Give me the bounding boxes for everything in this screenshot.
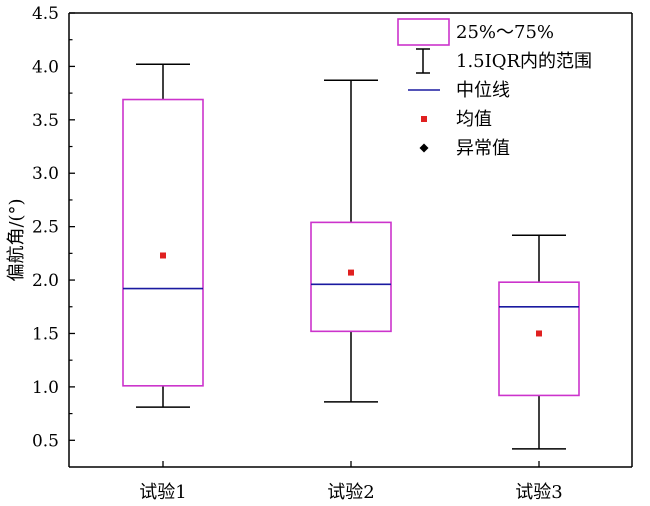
y-tick-label: 2.0: [32, 271, 59, 291]
legend-label: 25%～75%: [456, 22, 554, 43]
legend-item-whisker: 1.5IQR内的范围: [416, 48, 592, 74]
legend-box-swatch: [397, 18, 450, 46]
y-tick-label: 3.5: [32, 111, 59, 131]
legend-item-outlier: 异常值: [419, 138, 510, 159]
legend-item-box: 25%～75%: [397, 18, 554, 46]
y-tick-label: 1.0: [32, 378, 59, 398]
legend-item-mean: 均值: [421, 109, 492, 130]
y-tick-label: 4.5: [32, 4, 59, 24]
y-tick-label: 3.0: [32, 164, 59, 184]
x-tick-label: 试验1: [139, 482, 186, 503]
mean-marker: [536, 330, 542, 337]
iqr-box: [498, 281, 580, 397]
legend-label: 1.5IQR内的范围: [456, 51, 592, 72]
mean-marker: [348, 269, 354, 276]
axes-layer: 0.5 1.0 1.5 2.0 2.5 3.0 3.5 4.0 4.5 试验1 试验2 试验3: [32, 4, 633, 503]
mean-marker: [160, 252, 166, 259]
legend-label: 均值: [456, 109, 492, 130]
legend-mean-swatch: [421, 116, 427, 122]
y-tick-label: 0.5: [32, 431, 59, 451]
y-tick-label: 4.0: [32, 57, 59, 77]
box-plot-1: [122, 63, 204, 408]
x-tick-label: 试验3: [515, 482, 562, 503]
legend-label: 异常值: [456, 138, 510, 159]
iqr-box: [122, 98, 204, 387]
y-ticks: 0.5 1.0 1.5 2.0 2.5 3.0 3.5 4.0 4.5: [32, 4, 75, 451]
box-plot-3: [498, 234, 580, 450]
y-tick-label: 1.5: [32, 324, 59, 344]
boxes-layer: [122, 63, 580, 450]
x-ticks: 试验1 试验2 试验3: [139, 461, 563, 503]
legend-item-median: 中位线: [408, 80, 510, 101]
y-tick-label: 2.5: [32, 218, 59, 238]
x-tick-label: 试验2: [327, 482, 374, 503]
iqr-box: [310, 221, 392, 333]
legend-outlier-swatch: [419, 143, 429, 153]
y-axis-label: 偏航角/(°): [6, 198, 27, 281]
legend-label: 中位线: [456, 80, 510, 101]
box-plot-2: [310, 79, 392, 403]
